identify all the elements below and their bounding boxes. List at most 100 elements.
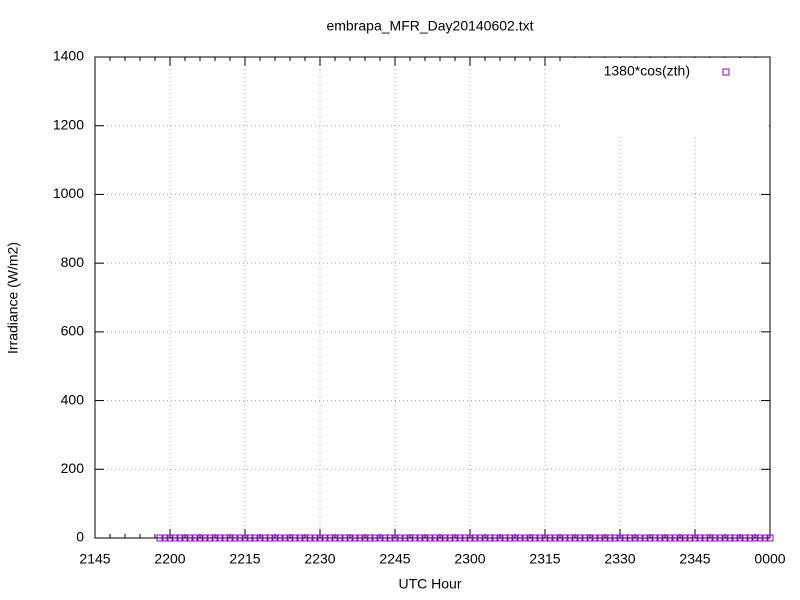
point: [406, 534, 414, 542]
point: [686, 534, 694, 542]
point: [746, 534, 754, 542]
x-tick-label: 2200: [154, 551, 185, 567]
point: [706, 534, 714, 542]
y-tick-label: 600: [61, 323, 85, 339]
point: [596, 534, 604, 542]
point: [416, 534, 424, 542]
point: [546, 534, 554, 542]
point: [306, 534, 314, 542]
point: [651, 534, 659, 542]
point: [471, 534, 479, 542]
point: [751, 534, 759, 542]
point: [261, 534, 269, 542]
point: [556, 534, 564, 542]
legend-box: [562, 58, 769, 136]
x-axis-label: UTC Hour: [398, 576, 461, 592]
point: [236, 534, 244, 542]
point: [506, 534, 514, 542]
point: [566, 534, 574, 542]
point: [181, 534, 189, 542]
point: [291, 534, 299, 542]
point: [721, 534, 729, 542]
point: [741, 534, 749, 542]
point: [571, 534, 579, 542]
point: [206, 534, 214, 542]
point: [761, 534, 769, 542]
x-tick-label: 2145: [79, 551, 110, 567]
point: [441, 534, 449, 542]
point: [266, 534, 274, 542]
point: [581, 534, 589, 542]
point: [221, 534, 229, 542]
point: [336, 534, 344, 542]
point: [251, 534, 259, 542]
point: [386, 534, 394, 542]
point: [401, 534, 409, 542]
point: [351, 534, 359, 542]
point: [561, 534, 569, 542]
point: [211, 534, 219, 542]
point: [511, 534, 519, 542]
point: [166, 534, 174, 542]
point: [491, 534, 499, 542]
y-tick-label: 1000: [53, 185, 84, 201]
point: [446, 534, 454, 542]
y-axis-label: Irradiance (W/m2): [5, 242, 21, 354]
point: [226, 534, 234, 542]
point: [766, 534, 774, 542]
point: [356, 534, 364, 542]
point: [541, 534, 549, 542]
point: [606, 534, 614, 542]
point: [371, 534, 379, 542]
point: [381, 534, 389, 542]
y-tick-label: 800: [61, 254, 85, 270]
x-tick-label: 2330: [604, 551, 635, 567]
point: [661, 534, 669, 542]
point: [466, 534, 474, 542]
point: [391, 534, 399, 542]
x-tick-label: 2215: [229, 551, 260, 567]
point: [696, 534, 704, 542]
point: [281, 534, 289, 542]
point: [736, 534, 744, 542]
x-tick-label: 2245: [379, 551, 410, 567]
point: [296, 534, 304, 542]
point: [311, 534, 319, 542]
point: [531, 534, 539, 542]
point: [666, 534, 674, 542]
point: [231, 534, 239, 542]
point: [411, 534, 419, 542]
point: [361, 534, 369, 542]
point: [626, 534, 634, 542]
point: [346, 534, 354, 542]
point: [756, 534, 764, 542]
point: [636, 534, 644, 542]
point: [286, 534, 294, 542]
point: [526, 534, 534, 542]
point: [331, 534, 339, 542]
legend-marker: [722, 68, 730, 76]
point: [476, 534, 484, 542]
point: [301, 534, 309, 542]
point: [156, 534, 164, 542]
point: [731, 534, 739, 542]
point: [586, 534, 594, 542]
point: [591, 534, 599, 542]
point: [241, 534, 249, 542]
point: [676, 534, 684, 542]
x-tick-label: 2230: [304, 551, 335, 567]
point: [426, 534, 434, 542]
point: [201, 534, 209, 542]
point: [421, 534, 429, 542]
point: [516, 534, 524, 542]
point: [631, 534, 639, 542]
point: [436, 534, 444, 542]
point: [726, 534, 734, 542]
point: [376, 534, 384, 542]
point: [576, 534, 584, 542]
point: [366, 534, 374, 542]
point: [486, 534, 494, 542]
point: [611, 534, 619, 542]
y-tick-label: 400: [61, 391, 85, 407]
x-tick-label: 2300: [454, 551, 485, 567]
